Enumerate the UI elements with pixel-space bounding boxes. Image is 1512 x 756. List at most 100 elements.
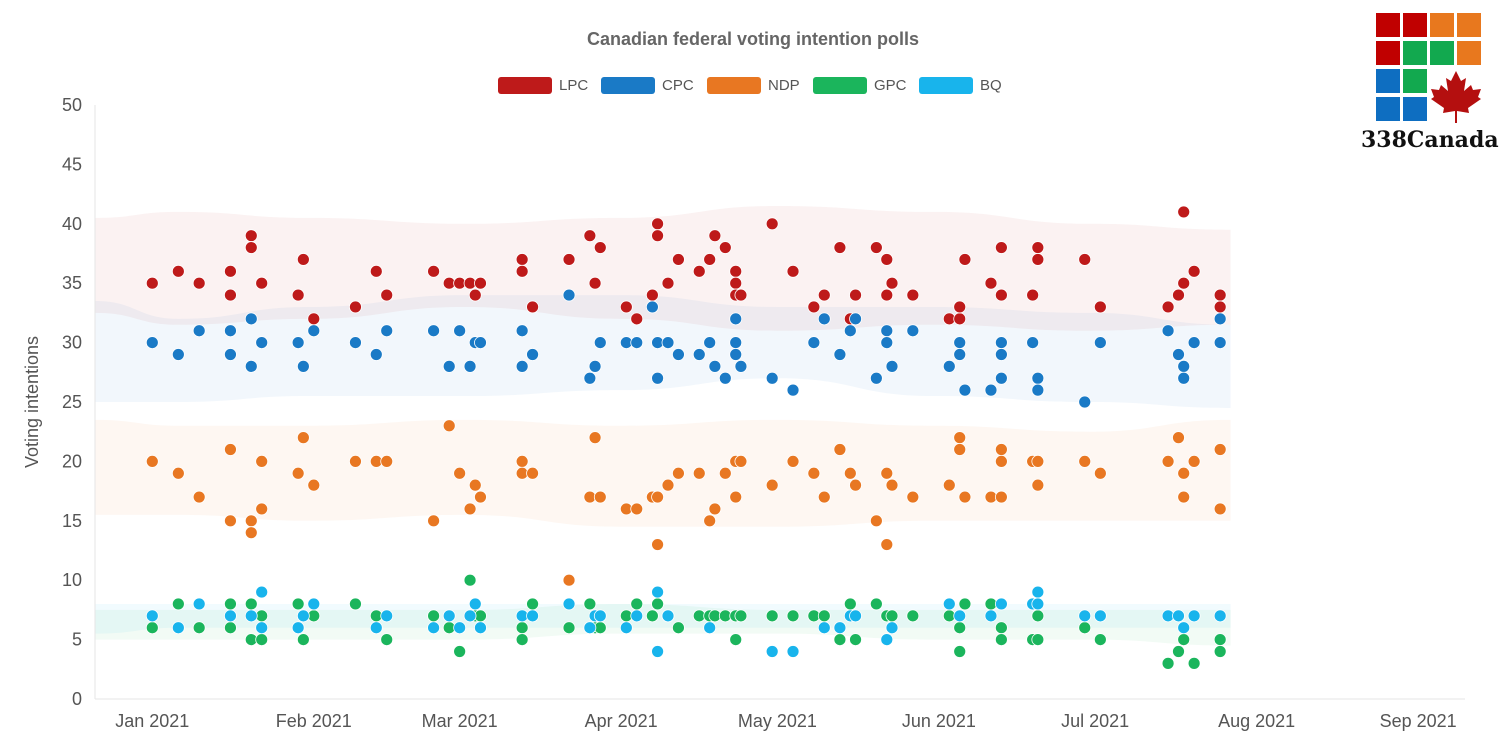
point-cpc — [718, 371, 732, 385]
point-lpc — [427, 264, 440, 278]
point-lpc — [869, 241, 883, 254]
y-tick-label: 45 — [62, 154, 82, 174]
point-ndp — [651, 538, 664, 551]
point-cpc — [953, 336, 967, 350]
point-cpc — [729, 348, 743, 361]
y-tick-label: 0 — [72, 689, 82, 709]
point-gpc — [630, 597, 644, 611]
point-lpc — [583, 229, 597, 243]
point-gpc — [651, 597, 664, 611]
series-cpc — [145, 288, 1227, 409]
point-gpc — [1172, 645, 1185, 658]
legend-item-lpc[interactable]: LPC — [498, 77, 588, 94]
point-lpc — [833, 241, 847, 254]
point-bq — [1177, 621, 1191, 635]
y-tick-label: 30 — [62, 333, 82, 353]
point-gpc — [953, 621, 967, 635]
legend-swatch — [707, 77, 761, 94]
point-gpc — [906, 609, 920, 623]
point-cpc — [645, 300, 659, 314]
point-gpc — [1187, 656, 1201, 670]
point-ndp — [833, 443, 847, 456]
x-tick-label: May 2021 — [738, 711, 817, 731]
point-lpc — [994, 288, 1008, 302]
point-lpc — [1093, 300, 1107, 314]
point-cpc — [869, 371, 883, 385]
point-ndp — [843, 466, 857, 480]
point-lpc — [718, 241, 732, 254]
maple-leaf-icon — [1431, 71, 1481, 123]
point-lpc — [145, 276, 159, 290]
point-lpc — [630, 312, 644, 326]
point-ndp — [296, 431, 310, 445]
point-cpc — [833, 348, 847, 361]
legend-item-gpc[interactable]: GPC — [813, 77, 907, 94]
point-cpc — [1161, 324, 1175, 338]
x-tick-label: Jul 2021 — [1061, 711, 1129, 731]
point-ndp — [994, 490, 1008, 504]
point-lpc — [619, 300, 633, 314]
point-cpc — [729, 312, 743, 326]
point-cpc — [453, 324, 467, 338]
point-lpc — [296, 253, 310, 266]
point-bq — [474, 621, 487, 635]
point-bq — [942, 597, 956, 611]
point-lpc — [1026, 288, 1040, 302]
y-tick-label: 35 — [62, 273, 82, 293]
point-gpc — [953, 645, 967, 658]
point-lpc — [672, 253, 685, 266]
point-lpc — [1213, 300, 1227, 314]
point-gpc — [1031, 609, 1045, 623]
point-gpc — [1177, 633, 1191, 646]
point-lpc — [515, 253, 529, 266]
point-lpc — [734, 288, 748, 302]
point-ndp — [994, 443, 1008, 456]
legend-item-bq[interactable]: BQ — [919, 77, 1002, 94]
point-lpc — [307, 312, 321, 326]
legend-label: LPC — [559, 77, 588, 94]
point-ndp — [145, 454, 159, 468]
point-bq — [1031, 597, 1045, 611]
point-ndp — [880, 466, 894, 480]
y-tick-label: 5 — [72, 630, 82, 650]
point-cpc — [255, 336, 269, 350]
point-gpc — [427, 609, 440, 623]
point-cpc — [515, 324, 529, 338]
point-cpc — [244, 312, 258, 326]
point-cpc — [984, 383, 998, 397]
point-cpc — [849, 312, 862, 326]
point-cpc — [708, 359, 722, 373]
point-bq — [427, 621, 440, 635]
point-cpc — [244, 359, 258, 373]
point-ndp — [661, 478, 675, 492]
point-bq — [630, 609, 644, 623]
point-ndp — [953, 431, 967, 445]
legend-item-ndp[interactable]: NDP — [707, 77, 800, 94]
point-bq — [463, 609, 477, 623]
logo-grid-icon — [1376, 13, 1481, 121]
point-gpc — [817, 609, 831, 623]
point-cpc — [1093, 336, 1107, 350]
point-ndp — [427, 514, 440, 528]
point-bq — [453, 621, 467, 635]
point-gpc — [515, 621, 529, 635]
point-bq — [661, 609, 675, 623]
point-ndp — [1213, 443, 1227, 456]
point-bq — [244, 609, 258, 623]
point-gpc — [1093, 633, 1107, 646]
point-ndp — [1187, 454, 1201, 468]
legend-item-cpc[interactable]: CPC — [601, 77, 694, 94]
band-ndp — [95, 419, 1231, 527]
point-cpc — [672, 348, 685, 361]
point-cpc — [224, 324, 237, 338]
confidence-bands — [95, 205, 1231, 646]
point-cpc — [703, 336, 717, 350]
point-ndp — [1093, 466, 1107, 480]
point-gpc — [296, 633, 310, 646]
point-lpc — [880, 288, 894, 302]
point-cpc — [734, 359, 748, 373]
point-lpc — [244, 241, 258, 254]
point-cpc — [880, 336, 894, 350]
